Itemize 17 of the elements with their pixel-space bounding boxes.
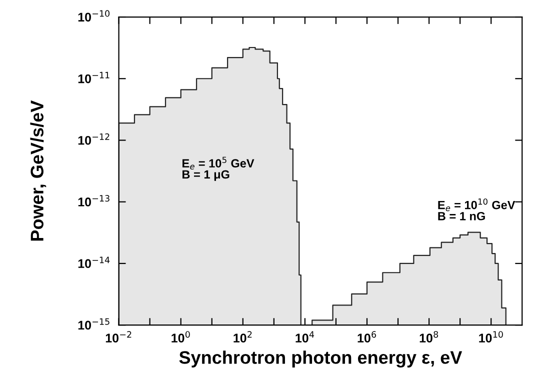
x-axis-title: Synchrotron photon energy ε, eV [179, 350, 462, 368]
x-tick-label: 10$^{8}$ [420, 331, 438, 342]
x-tick-label: 10$^{2}$ [234, 331, 252, 342]
x-tick-label: 10$^{0}$ [172, 331, 190, 342]
y-tick-label: 10$^{−12}$ [78, 133, 110, 145]
y-tick-label: 10$^{−13}$ [78, 195, 110, 206]
x-tick-label: 10$^{−2}$ [106, 331, 132, 342]
y-tick-label: 10$^{−15}$ [78, 318, 110, 330]
x-tick-label: 10$^{4}$ [296, 331, 314, 343]
y-tick-label: 10$^{−10}$ [78, 10, 110, 22]
y-tick-label: 10$^{−11}$ [78, 72, 110, 84]
x-tick-label: 10$^{10}$ [479, 331, 503, 342]
annotation: E$_{e}$ = 10$^{5}$ GeV B = 1 μG [182, 156, 254, 181]
y-axis-title: Power, GeV/s/eV [30, 100, 46, 241]
x-tick-label: 10$^{6}$ [358, 331, 376, 342]
annotation: E$_{e}$ = 10$^{10}$ GeV B = 1 nG [438, 198, 516, 220]
y-tick-label: 10$^{−14}$ [78, 256, 110, 268]
